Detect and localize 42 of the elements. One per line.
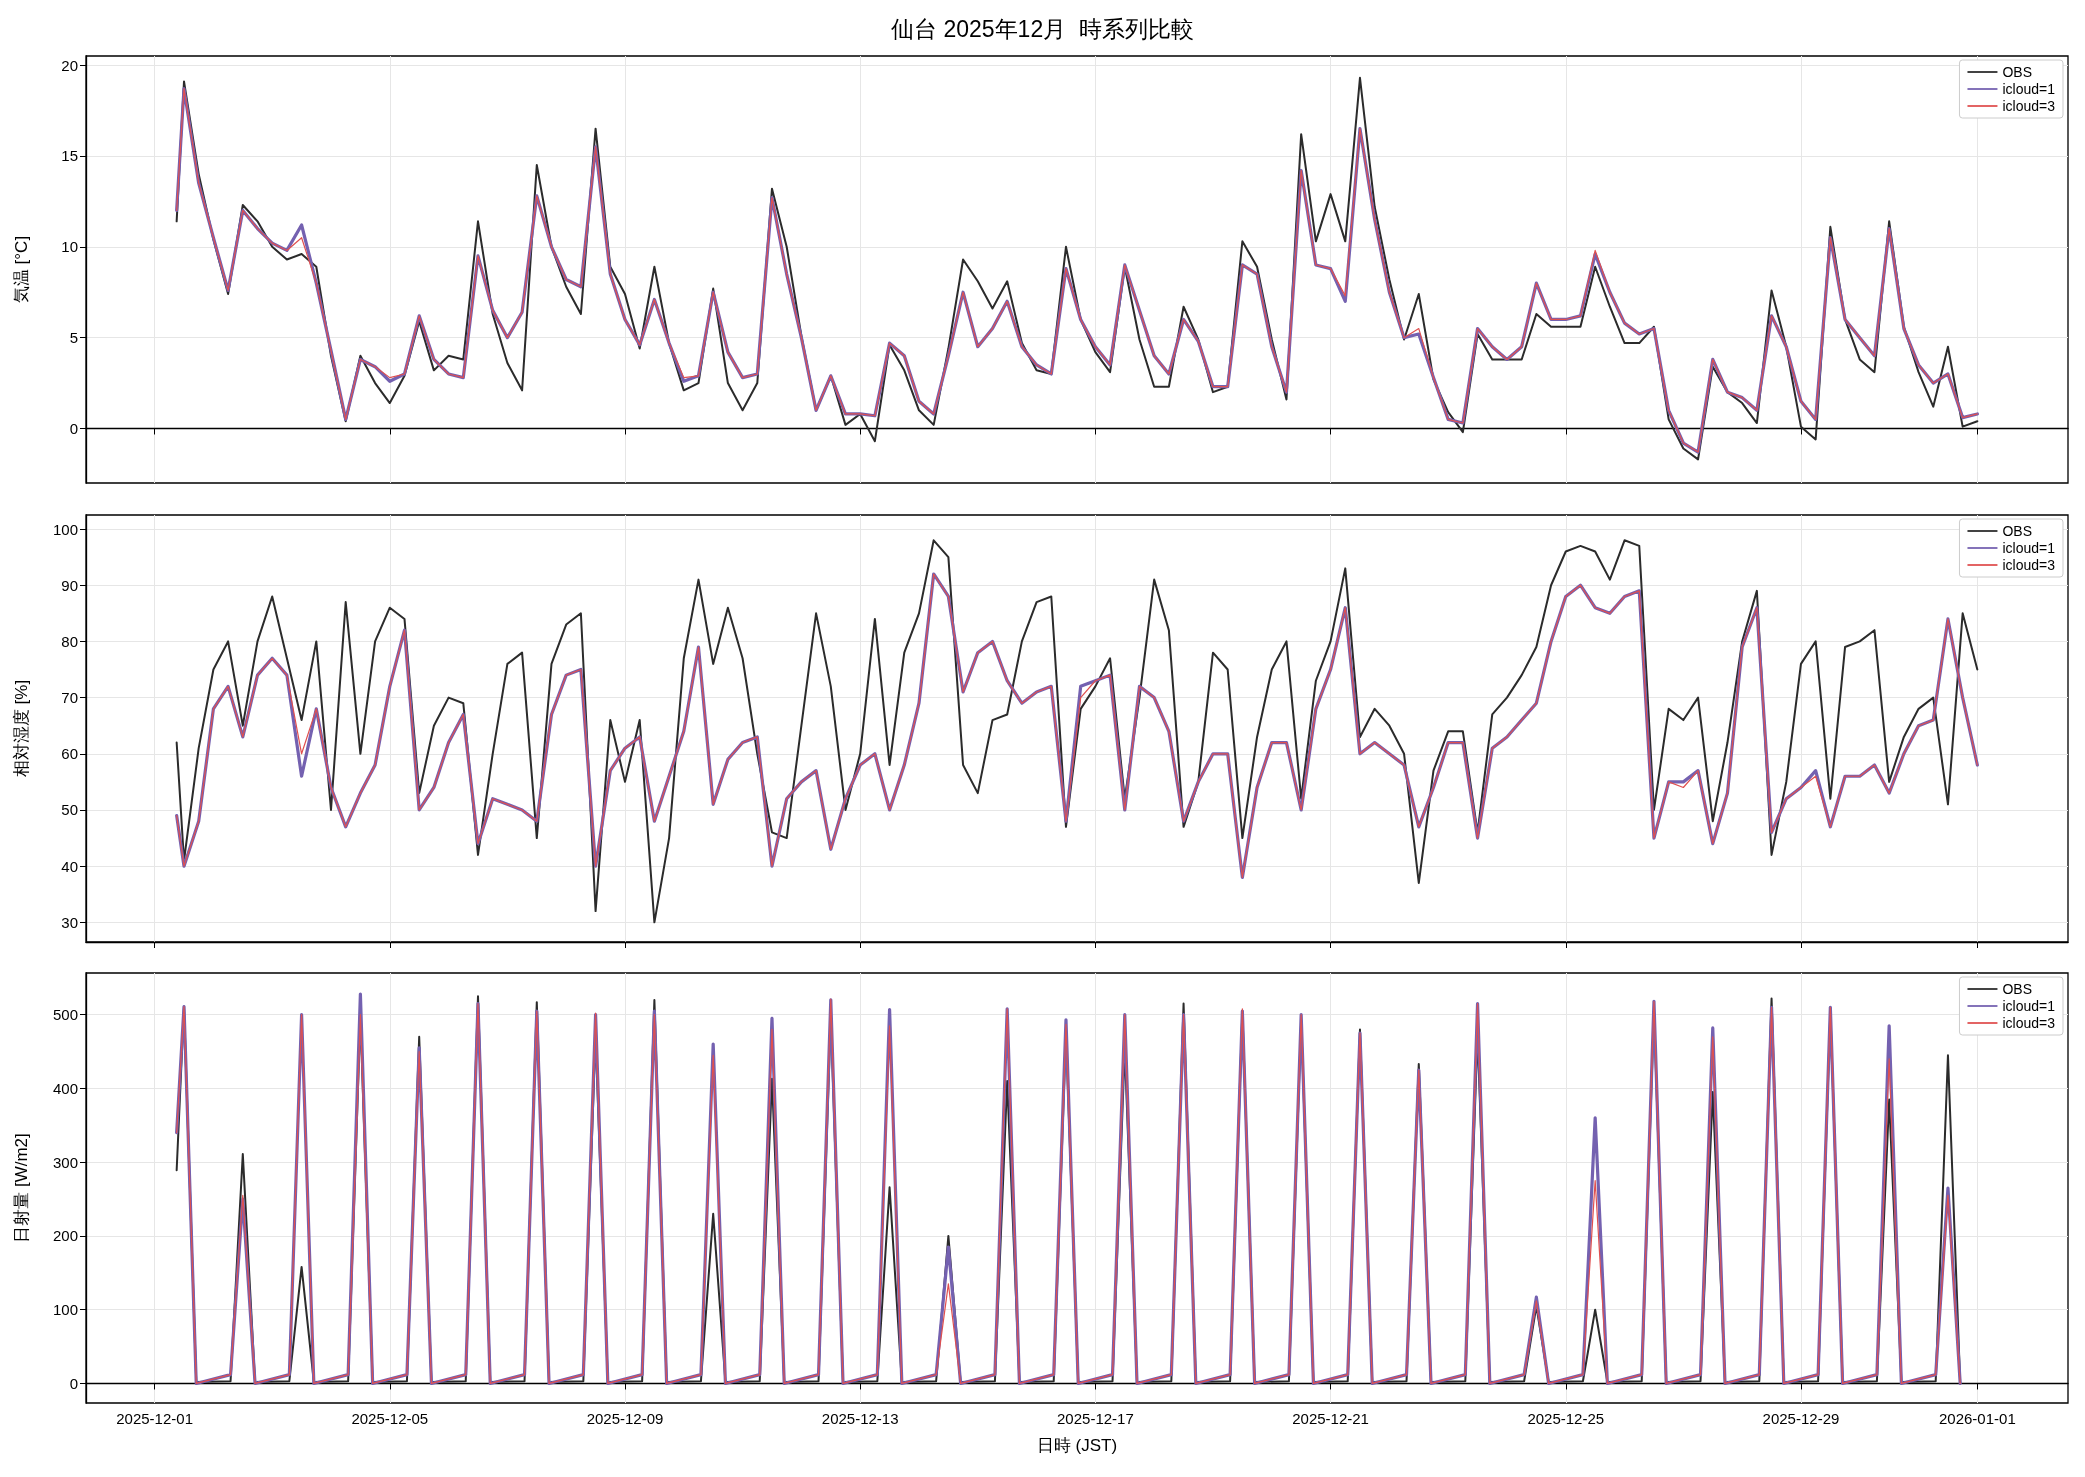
y-axis-title: 日射量 [W/m2]: [12, 1133, 31, 1243]
y-tick-label: 100: [52, 520, 78, 538]
legend-label: icloud=3: [2002, 1015, 2056, 1031]
y-tick-label: 10: [61, 238, 78, 256]
y-tick-label: 70: [61, 689, 78, 707]
x-tick-label: 2025-12-13: [821, 1410, 899, 1427]
y-tick-label: 300: [52, 1153, 78, 1171]
y-axis-title: 気温 [°C]: [12, 235, 31, 304]
y-tick-label: 0: [69, 1374, 78, 1392]
x-tick-label: 2025-12-29: [1762, 1410, 1840, 1427]
legend-label: OBS: [2002, 64, 2033, 80]
y-tick-label: 90: [61, 576, 78, 594]
y-tick-label: 40: [61, 857, 78, 875]
chart-title: 仙台 2025年12月 時系列比較: [891, 15, 1194, 42]
y-tick-label: 5: [69, 329, 78, 347]
legend-label: icloud=3: [2002, 557, 2056, 573]
y-axis-title: 相対湿度 [%]: [12, 679, 31, 778]
x-tick-label: 2025-12-17: [1057, 1410, 1134, 1427]
legend-label: icloud=1: [2002, 998, 2056, 1014]
legend-label: OBS: [2002, 981, 2033, 997]
y-tick-label: 0: [69, 419, 78, 437]
legend-label: OBS: [2002, 523, 2033, 539]
y-tick-label: 100: [52, 1301, 78, 1319]
x-tick-label: 2025-12-21: [1292, 1410, 1369, 1427]
y-tick-label: 60: [61, 745, 78, 763]
y-tick-label: 500: [52, 1006, 78, 1024]
legend-label: icloud=1: [2002, 81, 2056, 97]
x-tick-label: 2026-01-01: [1938, 1410, 2016, 1427]
y-tick-label: 200: [52, 1227, 78, 1245]
legend-label: icloud=1: [2002, 540, 2056, 556]
x-tick-label: 2025-12-01: [116, 1410, 193, 1427]
x-tick-label: 2025-12-09: [586, 1410, 664, 1427]
y-tick-label: 80: [61, 632, 78, 650]
y-tick-label: 30: [61, 913, 78, 931]
y-tick-label: 20: [61, 56, 78, 74]
y-tick-label: 15: [61, 147, 78, 165]
x-tick-label: 2025-12-25: [1527, 1410, 1605, 1427]
x-axis-title: 日時 (JST): [1036, 1436, 1118, 1455]
x-tick-label: 2025-12-05: [351, 1410, 429, 1427]
y-tick-label: 400: [52, 1079, 78, 1097]
y-tick-label: 50: [61, 801, 78, 819]
legend-label: icloud=3: [2002, 98, 2056, 114]
